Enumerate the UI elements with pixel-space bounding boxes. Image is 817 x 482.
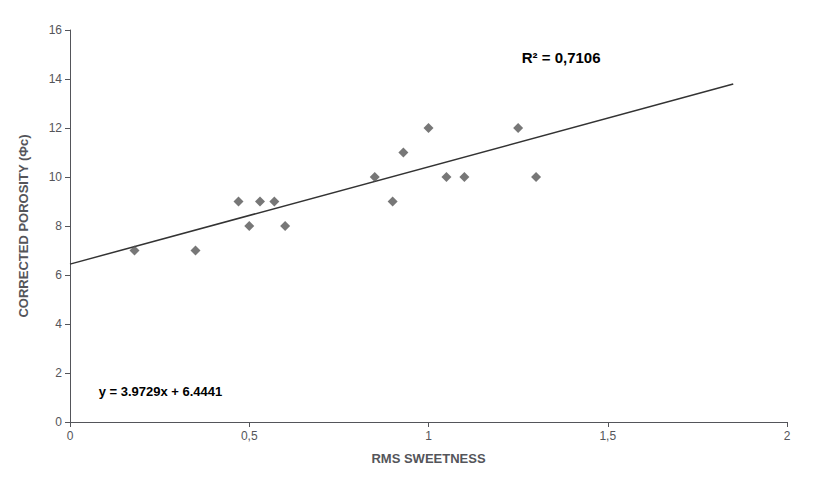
svg-text:0: 0 — [67, 429, 74, 443]
svg-text:RMS SWEETNESS: RMS SWEETNESS — [371, 451, 485, 466]
svg-text:10: 10 — [49, 170, 63, 184]
svg-text:y = 3.9729x + 6.4441: y = 3.9729x + 6.4441 — [99, 384, 223, 399]
svg-text:1,5: 1,5 — [599, 429, 616, 443]
svg-text:6: 6 — [55, 268, 62, 282]
svg-text:R² = 0,7106: R² = 0,7106 — [522, 49, 601, 66]
svg-text:12: 12 — [49, 121, 63, 135]
svg-text:2: 2 — [784, 429, 791, 443]
svg-text:8: 8 — [55, 219, 62, 233]
svg-text:14: 14 — [49, 72, 63, 86]
svg-text:16: 16 — [49, 23, 63, 37]
svg-text:1: 1 — [425, 429, 432, 443]
svg-text:CORRECTED POROSITY (Φc): CORRECTED POROSITY (Φc) — [16, 134, 31, 317]
svg-text:2: 2 — [55, 366, 62, 380]
svg-text:0: 0 — [55, 415, 62, 429]
svg-text:4: 4 — [55, 317, 62, 331]
svg-text:0,5: 0,5 — [241, 429, 258, 443]
